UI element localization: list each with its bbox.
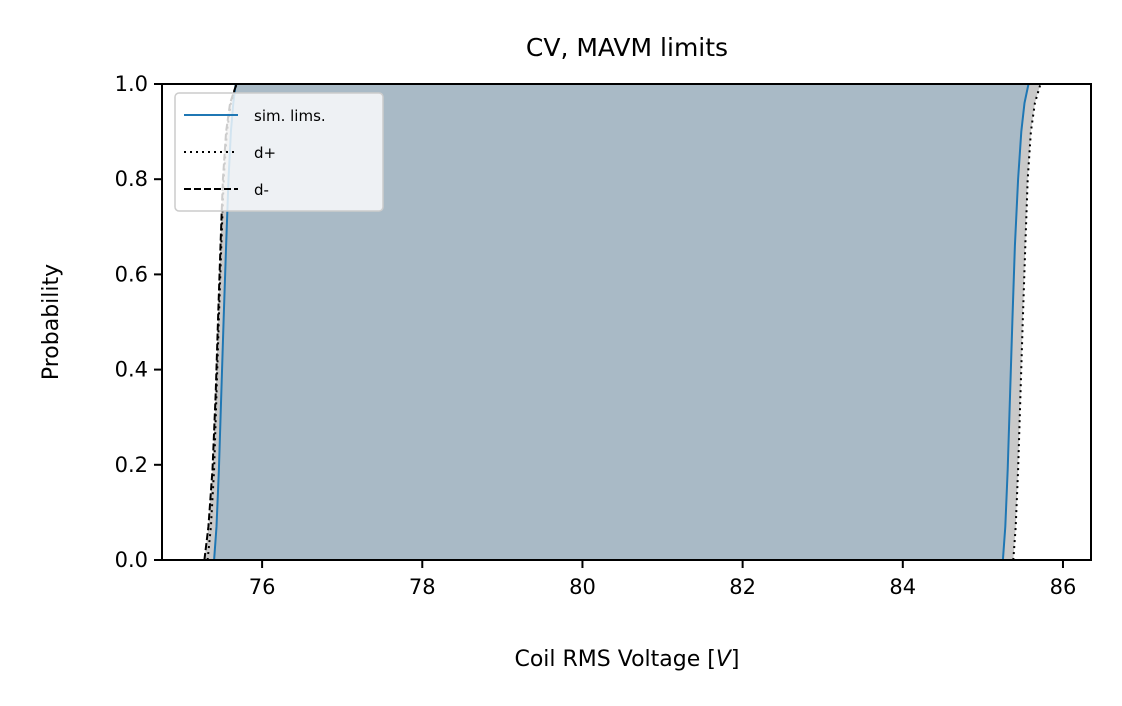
y-tick-label: 0.6	[115, 262, 148, 286]
x-tick-label: 86	[1050, 575, 1077, 599]
legend-label-d-minus: d-	[254, 181, 269, 199]
x-tick-label: 80	[569, 575, 596, 599]
y-axis-label: Probability	[39, 264, 64, 380]
x-tick-label: 82	[729, 575, 756, 599]
y-tick-label: 0.4	[115, 358, 148, 382]
x-tick-label: 84	[889, 575, 916, 599]
series-line-d-plus-upper	[1012, 83, 1042, 561]
x-tick-label: 78	[409, 575, 436, 599]
series-line-sim-lims-upper	[1001, 83, 1030, 561]
x-axis-label-prefix: Coil RMS Voltage [	[514, 647, 715, 672]
chart-title: CV, MAVM limits	[526, 33, 728, 62]
x-axis-ticks: 76 78 80 82 84 86	[249, 560, 1077, 599]
x-axis-label-variable: V	[716, 647, 733, 672]
plot-frame	[161, 83, 1092, 561]
plot-fills	[204, 84, 1041, 560]
x-tick-label: 76	[249, 575, 276, 599]
legend: sim. lims. d+ d-	[174, 92, 384, 212]
fill-inner-band	[214, 84, 1029, 560]
y-tick-label: 0.0	[115, 548, 148, 572]
legend-label-d-plus: d+	[254, 144, 276, 162]
legend-box	[174, 92, 384, 212]
y-tick-label: 0.2	[115, 453, 148, 477]
x-axis-label: Coil RMS Voltage [V]	[514, 647, 739, 672]
x-axis-label-suffix: ]	[731, 647, 740, 672]
legend-label-sim-lims: sim. lims.	[254, 107, 326, 125]
y-axis-ticks: 0.0 0.2 0.4 0.6 0.8 1.0	[115, 72, 162, 572]
y-tick-label: 0.8	[115, 167, 148, 191]
y-tick-label: 1.0	[115, 72, 148, 96]
